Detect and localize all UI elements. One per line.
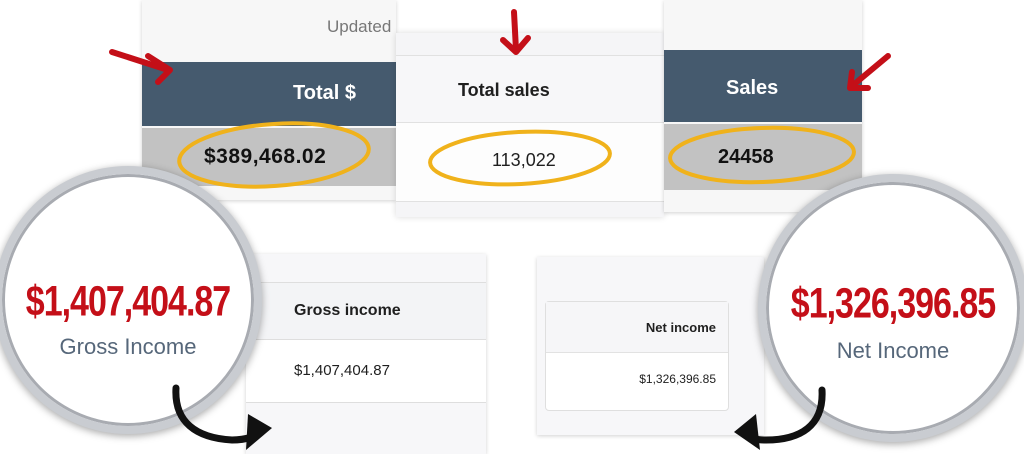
net-income-callout-amount: $1,326,396.85 bbox=[790, 280, 996, 328]
total-dollars-header: Total $ bbox=[142, 62, 396, 126]
net-income-callout: $1,326,396.85 Net Income bbox=[758, 174, 1024, 442]
net-income-callout-label: Net Income bbox=[836, 338, 950, 363]
gross-income-header-label: Gross income bbox=[294, 302, 401, 319]
sales-row: 24458 bbox=[664, 124, 862, 190]
total-dollars-header-label: Total $ bbox=[293, 82, 356, 104]
net-income-card: Net income $1,326,396.85 bbox=[545, 301, 729, 411]
sales-value: 24458 bbox=[718, 146, 774, 168]
gross-income-callout: $1,407,404.87 Gross Income bbox=[0, 166, 262, 434]
gross-income-callout-amount: $1,407,404.87 bbox=[25, 278, 231, 326]
total-dollars-panel: Updated Total $ $389,468.02 bbox=[142, 0, 396, 200]
total-sales-value: 113,022 bbox=[492, 150, 556, 170]
updated-label: Updated bbox=[327, 17, 392, 36]
sales-header: Sales bbox=[664, 50, 862, 122]
gross-income-header: Gross income bbox=[246, 282, 486, 340]
gross-income-panel: Gross income $1,407,404.87 bbox=[246, 254, 486, 454]
total-sales-panel: Total sales 113,022 bbox=[396, 33, 664, 217]
total-dollars-value: $389,468.02 bbox=[204, 145, 327, 168]
total-sales-row: 113,022 bbox=[396, 123, 664, 202]
gross-income-value: $1,407,404.87 bbox=[294, 362, 390, 379]
sales-panel: Sales 24458 bbox=[664, 0, 862, 212]
gross-income-callout-label: Gross Income bbox=[59, 334, 197, 359]
sales-header-label: Sales bbox=[726, 77, 779, 99]
total-sales-header: Total sales bbox=[396, 55, 664, 123]
gross-income-row: $1,407,404.87 bbox=[246, 340, 486, 403]
net-income-header-label: Net income bbox=[645, 320, 716, 335]
net-income-panel: Net income $1,326,396.85 bbox=[537, 257, 764, 435]
total-sales-header-label: Total sales bbox=[458, 80, 550, 100]
net-income-header: Net income bbox=[546, 302, 728, 353]
net-income-value: $1,326,396.85 bbox=[639, 372, 716, 386]
